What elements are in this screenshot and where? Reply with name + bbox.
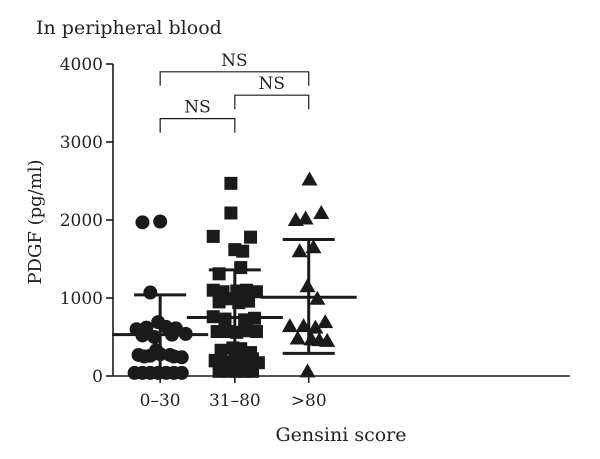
- y-tick-label: 1000: [60, 289, 103, 309]
- data-point-triangle: [299, 363, 316, 378]
- data-point-square: [206, 229, 220, 243]
- data-point-square: [236, 290, 250, 304]
- data-point-triangle: [289, 330, 306, 345]
- mean-sd-bars: [112, 238, 357, 375]
- y-axis-label: PDGF (pg/ml): [25, 159, 46, 284]
- data-point-square: [234, 342, 248, 356]
- comparison-bracket: [159, 118, 236, 133]
- data-point-square: [240, 324, 254, 338]
- data-point-triangle: [313, 204, 330, 219]
- comparison-bracket: [234, 94, 310, 110]
- data-point-square: [224, 206, 238, 220]
- data-points: [127, 171, 336, 380]
- data-point-square: [212, 364, 226, 378]
- data-point-square: [212, 295, 226, 309]
- significance-brackets: NS NS NS: [159, 51, 310, 133]
- comparison-bracket: [159, 71, 310, 86]
- data-point-triangle: [281, 318, 298, 333]
- axes: 0 1000 2000 3000 4000 0–30 31–80 >80: [60, 55, 570, 411]
- y-tick-label: 3000: [60, 133, 103, 153]
- x-tick-label: 31–80: [209, 391, 261, 411]
- data-point-square: [218, 312, 232, 326]
- data-point-circle: [137, 349, 152, 364]
- data-point-triangle: [319, 332, 336, 347]
- chart-subtitle: In peripheral blood: [36, 17, 222, 39]
- data-point-circle: [151, 315, 166, 330]
- data-point-triangle: [307, 319, 324, 334]
- y-tick-label: 2000: [60, 211, 103, 231]
- y-tick-label: 0: [92, 367, 103, 387]
- data-point-square: [220, 325, 234, 339]
- x-tick-label: >80: [291, 391, 327, 411]
- data-point-square: [206, 283, 220, 297]
- data-point-circle: [166, 349, 181, 364]
- comparison-label: NS: [184, 98, 211, 118]
- data-point-square: [244, 230, 258, 244]
- comparison-label: NS: [259, 74, 286, 94]
- data-point-triangle: [297, 210, 314, 225]
- data-point-square: [224, 176, 238, 190]
- data-point-square: [246, 364, 260, 378]
- x-tick-label: 0–30: [140, 391, 181, 411]
- x-axis-label: Gensini score: [276, 424, 407, 446]
- data-point-triangle: [301, 171, 318, 186]
- data-point-circle: [143, 285, 158, 300]
- data-point-square: [208, 353, 222, 367]
- data-point-circle: [153, 214, 168, 229]
- data-point-triangle: [317, 314, 334, 329]
- comparison-label: NS: [221, 51, 248, 71]
- data-point-circle: [135, 215, 150, 230]
- data-point-square: [236, 244, 250, 258]
- data-point-square: [210, 325, 224, 339]
- data-point-square: [214, 343, 228, 357]
- data-point-square: [249, 325, 263, 339]
- y-tick-label: 4000: [60, 55, 103, 75]
- data-point-triangle: [291, 243, 308, 258]
